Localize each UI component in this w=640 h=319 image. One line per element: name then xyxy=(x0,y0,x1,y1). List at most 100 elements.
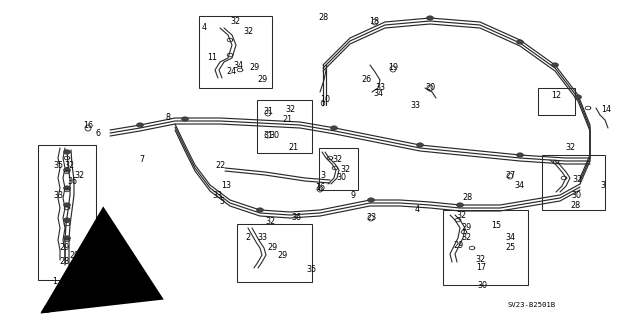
Text: 28: 28 xyxy=(318,13,328,23)
Text: 32: 32 xyxy=(340,166,350,174)
Text: 1: 1 xyxy=(52,278,58,286)
Text: 32: 32 xyxy=(565,144,575,152)
Ellipse shape xyxy=(552,63,559,67)
Text: 13: 13 xyxy=(221,181,231,189)
Text: 32: 32 xyxy=(572,175,582,184)
Ellipse shape xyxy=(63,218,70,222)
Ellipse shape xyxy=(63,236,70,240)
Bar xyxy=(319,148,358,190)
Bar xyxy=(257,100,312,153)
Text: 29: 29 xyxy=(59,243,69,253)
Text: 33: 33 xyxy=(257,233,267,241)
Text: 22: 22 xyxy=(215,160,225,169)
Text: 15: 15 xyxy=(491,221,501,231)
Text: 19: 19 xyxy=(388,63,398,72)
Text: 34: 34 xyxy=(233,62,243,70)
Text: 29: 29 xyxy=(454,241,464,250)
Ellipse shape xyxy=(417,143,424,147)
Text: 9: 9 xyxy=(351,190,356,199)
Text: 29: 29 xyxy=(258,75,268,84)
Text: 10: 10 xyxy=(320,95,330,105)
Text: 17: 17 xyxy=(476,263,486,272)
Text: 20: 20 xyxy=(425,84,435,93)
Text: 32: 32 xyxy=(285,106,295,115)
Ellipse shape xyxy=(136,123,143,127)
Text: 11: 11 xyxy=(207,53,217,62)
Ellipse shape xyxy=(456,203,463,207)
Ellipse shape xyxy=(575,95,582,99)
Text: 31: 31 xyxy=(263,131,273,140)
Text: 6: 6 xyxy=(95,129,100,137)
Text: 28: 28 xyxy=(462,194,472,203)
Text: 21: 21 xyxy=(288,144,298,152)
Text: 14: 14 xyxy=(601,106,611,115)
Text: 30: 30 xyxy=(269,131,279,140)
Text: 32: 32 xyxy=(456,211,466,219)
Bar xyxy=(542,155,605,210)
Text: 8: 8 xyxy=(166,114,170,122)
Text: 35: 35 xyxy=(53,160,63,169)
Ellipse shape xyxy=(330,126,337,130)
Ellipse shape xyxy=(367,198,374,202)
Ellipse shape xyxy=(63,203,70,207)
Text: 31: 31 xyxy=(263,108,273,116)
Text: 16: 16 xyxy=(83,121,93,130)
Bar xyxy=(443,210,528,285)
Text: 36: 36 xyxy=(291,213,301,222)
Text: 30: 30 xyxy=(571,190,581,199)
Text: 30: 30 xyxy=(477,280,487,290)
Text: 26: 26 xyxy=(361,76,371,85)
Text: 29: 29 xyxy=(268,243,278,253)
Text: 33: 33 xyxy=(410,100,420,109)
Text: 12: 12 xyxy=(551,91,561,100)
Text: 29: 29 xyxy=(249,63,259,72)
Text: 32: 32 xyxy=(332,155,342,165)
Ellipse shape xyxy=(516,40,524,44)
Text: 32: 32 xyxy=(243,27,253,36)
Ellipse shape xyxy=(257,208,264,212)
Bar xyxy=(538,88,575,115)
Text: 4: 4 xyxy=(415,205,419,214)
Ellipse shape xyxy=(426,16,433,20)
Text: 32: 32 xyxy=(230,18,240,26)
Text: 3: 3 xyxy=(321,172,326,181)
Text: 23: 23 xyxy=(366,213,376,222)
Text: 34: 34 xyxy=(514,181,524,189)
Text: 34: 34 xyxy=(373,90,383,99)
Text: 28: 28 xyxy=(70,263,80,272)
Text: 18: 18 xyxy=(369,18,379,26)
Text: SV23-B2501B: SV23-B2501B xyxy=(508,302,556,308)
Ellipse shape xyxy=(182,117,189,121)
Ellipse shape xyxy=(516,153,524,157)
Text: FR.: FR. xyxy=(62,289,79,298)
Text: 29: 29 xyxy=(70,251,80,261)
Text: 16: 16 xyxy=(315,183,325,192)
Text: 2: 2 xyxy=(245,233,251,241)
Text: 5: 5 xyxy=(220,197,225,206)
Text: 3: 3 xyxy=(600,181,605,189)
Text: 32: 32 xyxy=(64,160,74,169)
Ellipse shape xyxy=(63,168,70,172)
Text: 24: 24 xyxy=(226,68,236,77)
Text: 32: 32 xyxy=(475,256,485,264)
Ellipse shape xyxy=(63,150,70,154)
Text: 33: 33 xyxy=(375,84,385,93)
Bar xyxy=(237,224,312,282)
Text: 28: 28 xyxy=(59,257,69,266)
Bar xyxy=(38,145,96,280)
Text: 29: 29 xyxy=(462,224,472,233)
Text: 25: 25 xyxy=(505,243,515,253)
Text: 33: 33 xyxy=(212,191,222,201)
Text: 32: 32 xyxy=(461,234,471,242)
Text: 34: 34 xyxy=(505,234,515,242)
Text: 4: 4 xyxy=(202,24,207,33)
Text: 7: 7 xyxy=(140,155,145,165)
Text: 29: 29 xyxy=(278,251,288,261)
Text: 21: 21 xyxy=(282,115,292,124)
Text: 30: 30 xyxy=(336,174,346,182)
Bar xyxy=(199,16,272,88)
Text: 36: 36 xyxy=(67,177,77,187)
Text: 27: 27 xyxy=(505,170,515,180)
Text: 28: 28 xyxy=(570,201,580,210)
Text: 32: 32 xyxy=(265,218,275,226)
